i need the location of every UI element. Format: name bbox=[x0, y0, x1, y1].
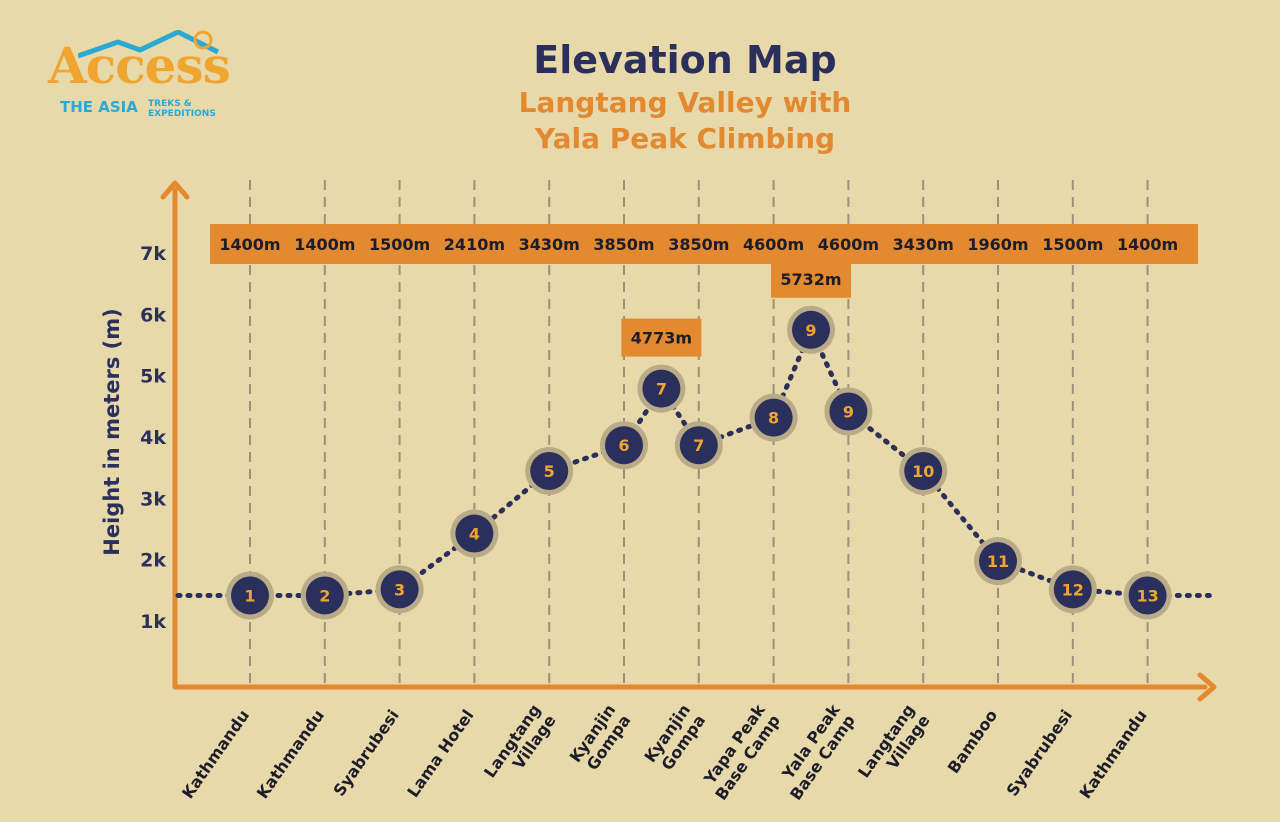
x-tick-label: Kathmandu bbox=[253, 706, 328, 802]
day-marker-label: 5 bbox=[544, 462, 555, 481]
day-marker-label: 12 bbox=[1062, 580, 1084, 599]
day-marker bbox=[231, 576, 269, 615]
day-marker bbox=[754, 398, 793, 437]
peak-annotation-box bbox=[621, 318, 702, 357]
elevation-label: 3850m bbox=[668, 235, 729, 254]
access-the-asia-logo: Access THE ASIA TREKS & EXPEDITIONS bbox=[48, 30, 248, 120]
elevation-label: 1500m bbox=[1042, 235, 1103, 254]
day-marker bbox=[1053, 570, 1092, 609]
y-axis-arrow-icon bbox=[160, 180, 190, 200]
day-marker-label: 7 bbox=[693, 436, 704, 455]
x-tick-label: KyanjinGompa bbox=[641, 701, 710, 777]
day-marker-label: 13 bbox=[1136, 586, 1158, 605]
day-marker-label: 6 bbox=[618, 436, 629, 455]
day-marker-label: 7 bbox=[656, 380, 667, 399]
elevation-label: 4600m bbox=[818, 235, 879, 254]
y-tick-label: 1k bbox=[140, 611, 166, 633]
elevation-label: 1400m bbox=[294, 235, 355, 254]
elevation-label: 1400m bbox=[1117, 235, 1178, 254]
day-marker-label: 3 bbox=[394, 580, 405, 599]
x-tick-label-line: Bamboo bbox=[944, 706, 1001, 777]
y-tick-label: 2k bbox=[140, 550, 166, 572]
day-marker bbox=[380, 570, 419, 609]
x-tick-label: Bamboo bbox=[944, 706, 1001, 777]
y-tick-label: 6k bbox=[140, 304, 166, 326]
day-marker-label: 8 bbox=[768, 409, 779, 428]
day-marker bbox=[1128, 576, 1167, 615]
x-tick-label: Kathmandu bbox=[178, 706, 253, 802]
day-marker-label: 9 bbox=[805, 321, 816, 340]
elevation-label: 1400m bbox=[219, 235, 280, 254]
day-marker bbox=[829, 392, 868, 431]
elevation-label: 3850m bbox=[593, 235, 654, 254]
day-marker-label: 10 bbox=[912, 462, 934, 481]
mountain-logo-icon bbox=[78, 30, 220, 59]
x-tick-label-line: Kathmandu bbox=[178, 706, 253, 802]
logo-word: Access bbox=[48, 36, 231, 95]
logo-line2: THE ASIA bbox=[60, 98, 138, 116]
x-tick-label-line: Syabrubesi bbox=[329, 706, 402, 799]
elevation-label: 2410m bbox=[444, 235, 505, 254]
x-tick-label: Yapa PeakBase Camp bbox=[696, 700, 784, 803]
chart-title: Elevation Map bbox=[533, 38, 837, 82]
day-marker bbox=[305, 576, 344, 615]
elevation-label: 1960m bbox=[967, 235, 1028, 254]
x-tick-label: Syabrubesi bbox=[1003, 706, 1076, 799]
x-tick-label: LangtangVillage bbox=[854, 701, 934, 792]
x-tick-label: Lama Hotel bbox=[403, 706, 477, 801]
logo-line3: TREKS & EXPEDITIONS bbox=[148, 99, 216, 119]
day-marker-label: 4 bbox=[469, 525, 480, 544]
y-tick-label: 7k bbox=[140, 243, 166, 265]
day-marker bbox=[792, 310, 830, 349]
peak-annotation-label: 5732m bbox=[780, 270, 841, 289]
x-tick-label: LangtangVillage bbox=[480, 701, 560, 792]
elevation-label: 3430m bbox=[519, 235, 580, 254]
day-marker-label: 9 bbox=[843, 402, 854, 421]
x-axis-arrow-icon bbox=[1197, 672, 1217, 702]
chart-subtitle-line1: Langtang Valley with bbox=[518, 86, 852, 119]
x-tick-label: Syabrubesi bbox=[329, 706, 402, 799]
y-tick-label: 3k bbox=[140, 488, 166, 510]
chart-subtitle-line2: Yala Peak Climbing bbox=[534, 122, 836, 155]
peak-annotation-label: 4773m bbox=[631, 329, 692, 348]
y-tick-label: 5k bbox=[140, 366, 166, 388]
x-tick-label: Yala PeakBase Camp bbox=[771, 700, 859, 803]
day-marker-label: 2 bbox=[319, 586, 330, 605]
day-marker-label: 11 bbox=[987, 552, 1009, 571]
day-marker bbox=[605, 426, 643, 465]
day-marker bbox=[455, 514, 494, 553]
elevation-label: 1500m bbox=[369, 235, 430, 254]
day-marker-label: 1 bbox=[244, 586, 255, 605]
x-tick-label-line: Lama Hotel bbox=[403, 706, 477, 801]
peak-annotation-box bbox=[771, 259, 851, 298]
day-marker bbox=[642, 369, 681, 408]
day-marker bbox=[904, 451, 943, 490]
x-tick-label-line: Syabrubesi bbox=[1003, 706, 1076, 799]
elevation-label: 3430m bbox=[893, 235, 954, 254]
elevation-label: 4600m bbox=[743, 235, 804, 254]
day-marker bbox=[979, 542, 1017, 581]
day-marker bbox=[530, 451, 569, 490]
x-tick-label-line: Kathmandu bbox=[253, 706, 328, 802]
x-tick-label: Kathmandu bbox=[1076, 706, 1151, 802]
elevation-banner bbox=[210, 224, 1198, 264]
day-marker bbox=[679, 426, 718, 465]
y-tick-label: 4k bbox=[140, 427, 166, 449]
x-tick-label-line: Kathmandu bbox=[1076, 706, 1151, 802]
x-tick-label: KyanjinGompa bbox=[566, 701, 635, 777]
